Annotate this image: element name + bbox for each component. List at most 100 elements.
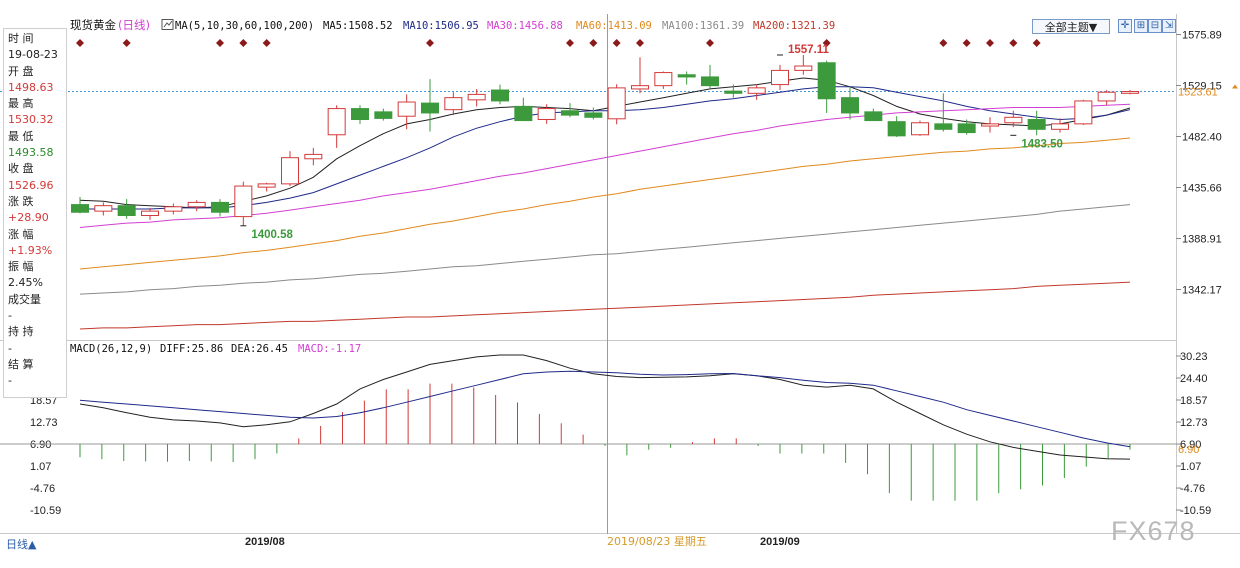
candle-body xyxy=(491,89,509,102)
macd-diff: DIFF:25.86 xyxy=(160,343,223,355)
candle-body xyxy=(654,72,673,87)
macd-y-tick-label: 18.57 xyxy=(1180,395,1208,407)
candle-body xyxy=(607,87,626,120)
macd-y-tick-label: 1.07 xyxy=(1180,461,1201,473)
info-time-label: 时 间 xyxy=(8,32,34,45)
info-amp-value: 2.45% xyxy=(8,276,43,290)
event-marker-icon xyxy=(216,39,224,47)
event-marker-icon xyxy=(426,39,434,47)
candle-body xyxy=(537,108,556,120)
macd-dea: DEA:26.45 xyxy=(231,343,288,355)
candle-body xyxy=(771,69,789,86)
candle-body xyxy=(71,204,89,213)
ma-line-ma100 xyxy=(79,204,1131,295)
candle-body xyxy=(817,62,836,100)
ma10-value: MA10:1506.95 xyxy=(403,20,479,32)
info-oi-label: 持 持 xyxy=(8,325,34,339)
macd-pane: 30.2330.2324.4024.4018.5718.5712.7312.73… xyxy=(0,351,1211,517)
zoom-in-icon[interactable]: ⊞ xyxy=(1134,19,1148,33)
price-y-tick-label: 1529.15 xyxy=(1182,81,1222,93)
ma5-value: MA5:1508.52 xyxy=(323,20,393,32)
last-price-arrow-icon xyxy=(1232,84,1238,89)
crosshair-tool-icon[interactable]: ✛ xyxy=(1118,19,1132,33)
extreme-value-label: 1557.11 xyxy=(788,44,830,56)
theme-dropdown[interactable]: 全部主题▼ xyxy=(1032,19,1110,34)
candle-body xyxy=(94,205,113,212)
macd-y-tick-label: -10.59 xyxy=(1180,505,1211,517)
macd-line-dea xyxy=(79,370,1131,448)
price-y-tick-label: 1388.91 xyxy=(1182,234,1222,246)
candle-body xyxy=(887,121,906,137)
period-toggle-button[interactable]: 日线▲ xyxy=(6,538,37,551)
candle-body xyxy=(211,201,229,213)
candle-body xyxy=(257,183,276,188)
candle-body xyxy=(981,123,999,127)
export-icon[interactable]: ⇲ xyxy=(1162,19,1176,33)
info-close-value: 1526.96 xyxy=(8,178,54,192)
ma-line-ma5 xyxy=(79,77,1131,209)
macd-left-tick-label: -4.76 xyxy=(30,483,55,495)
ma-params: MA(5,10,30,60,100,200) xyxy=(175,20,314,32)
info-amp-label: 振 幅 xyxy=(8,260,34,274)
info-open-value: 1498.63 xyxy=(8,80,54,94)
event-marker-icon xyxy=(1032,39,1041,47)
candle-body xyxy=(747,87,766,94)
candle-body xyxy=(701,76,719,87)
ma60-value: MA60:1413.09 xyxy=(576,20,652,32)
info-high-value: 1530.32 xyxy=(8,113,54,127)
macd-y-tick-label: -4.76 xyxy=(1180,483,1205,495)
candle-body xyxy=(561,110,579,116)
ma30-value: MA30:1456.88 xyxy=(487,20,563,32)
candle-body xyxy=(841,97,859,114)
info-change-value: +28.90 xyxy=(8,211,49,225)
event-marker-icon xyxy=(262,39,271,47)
crosshair-date-label: 2019/08/23 星期五 xyxy=(607,535,707,548)
ma-line-ma10 xyxy=(80,86,1131,210)
info-volume-value: - xyxy=(8,309,12,323)
macd-y-tick-label: 6.90 xyxy=(1180,439,1201,451)
candle-body xyxy=(1121,91,1139,94)
candle-body xyxy=(724,90,743,94)
macd-params: MACD(26,12,9) xyxy=(70,343,152,355)
macd-y-tick-label: 24.40 xyxy=(1180,373,1208,385)
macd-value: MACD:-1.17 xyxy=(298,343,361,355)
candle-body xyxy=(421,102,439,114)
watermark-logo: FX678 xyxy=(1111,516,1196,546)
candle-body xyxy=(957,123,976,134)
info-high-label: 最 高 xyxy=(8,97,34,111)
event-marker-icon xyxy=(939,39,948,47)
candle-body xyxy=(444,97,463,111)
event-marker-icon xyxy=(822,39,831,47)
candle-body xyxy=(397,101,416,117)
ma-settings-icon[interactable] xyxy=(161,19,174,30)
event-marker-icon xyxy=(706,39,714,47)
info-volume-label: 成交量 xyxy=(8,292,41,306)
quote-info-panel: 时 间 19-08-23 开 盘 1498.63 最 高 1530.32 最 低… xyxy=(3,28,67,398)
event-marker-icon xyxy=(239,39,248,47)
candle-body xyxy=(304,153,323,160)
candle-body xyxy=(677,74,696,78)
event-marker-icon xyxy=(589,39,598,47)
symbol-title: 现货黄金 xyxy=(70,18,116,32)
candle-body xyxy=(281,157,299,185)
price-y-tick-label: 1342.17 xyxy=(1182,285,1222,297)
event-marker-icon xyxy=(122,39,131,47)
event-marker-icon xyxy=(612,39,621,47)
candle-body xyxy=(1027,118,1046,130)
candle-body xyxy=(1004,116,1023,124)
info-settle-value: - xyxy=(8,374,12,388)
extreme-value-label: 1483.50 xyxy=(1021,138,1063,150)
ma100-value: MA100:1361.39 xyxy=(662,20,744,32)
info-close-label: 收 盘 xyxy=(8,162,34,176)
macd-y-tick-label: 12.73 xyxy=(1180,417,1208,429)
candle-body xyxy=(351,108,369,120)
candle-body xyxy=(934,123,953,130)
ma-line-ma60 xyxy=(79,137,1131,270)
price-pane: 1575.89 1529.15 1482.40 1435.66 1388.91 1342.… xyxy=(0,30,1238,330)
price-y-tick-label: 1435.66 xyxy=(1182,183,1222,195)
candle-body xyxy=(234,185,253,218)
zoom-out-icon[interactable]: ⊟ xyxy=(1148,19,1162,33)
macd-y-tick-label: 30.23 xyxy=(1180,351,1208,363)
info-time-value: 19-08-23 xyxy=(8,48,58,62)
